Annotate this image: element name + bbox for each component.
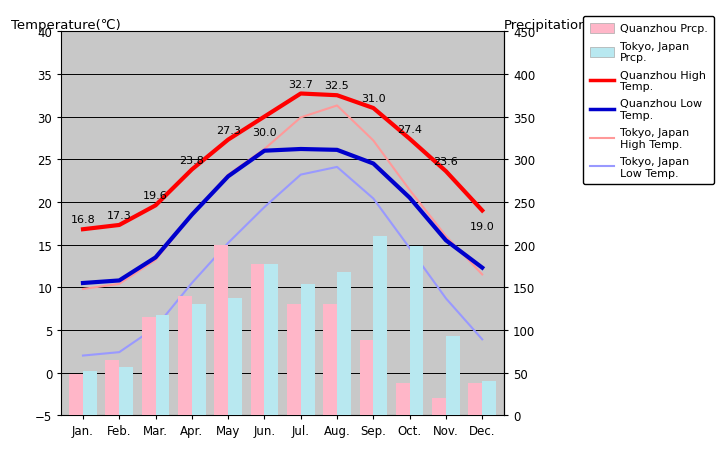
Text: 27.3: 27.3: [216, 125, 240, 135]
Bar: [359, 341, 374, 415]
Text: 23.8: 23.8: [179, 155, 204, 165]
Bar: [446, 336, 460, 415]
Text: 32.5: 32.5: [325, 81, 349, 91]
Bar: [287, 305, 301, 415]
Bar: [396, 383, 410, 415]
Bar: [264, 265, 278, 415]
Bar: [228, 298, 242, 415]
Text: 27.4: 27.4: [397, 124, 422, 134]
Bar: [142, 318, 156, 415]
Text: 19.6: 19.6: [143, 191, 168, 201]
Bar: [323, 305, 337, 415]
Bar: [410, 247, 423, 415]
Bar: [178, 296, 192, 415]
Bar: [337, 272, 351, 415]
Bar: [215, 245, 228, 415]
Legend: Quanzhou Prcp., Tokyo, Japan
Prcp., Quanzhou High
Temp., Quanzhou Low
Temp., Tok: Quanzhou Prcp., Tokyo, Japan Prcp., Quan…: [583, 17, 714, 185]
Bar: [120, 367, 133, 415]
Bar: [106, 360, 120, 415]
Bar: [69, 375, 83, 415]
Bar: [83, 371, 96, 415]
Bar: [192, 305, 206, 415]
Bar: [482, 381, 496, 415]
Bar: [301, 284, 315, 415]
Text: Precipitation(mm): Precipitation(mm): [504, 19, 624, 32]
Text: 23.6: 23.6: [433, 157, 459, 167]
Text: 17.3: 17.3: [107, 211, 132, 220]
Bar: [432, 398, 446, 415]
Bar: [469, 383, 482, 415]
Bar: [156, 315, 169, 415]
Text: 32.7: 32.7: [288, 79, 313, 90]
Text: Temperature(℃): Temperature(℃): [11, 19, 120, 32]
Text: 31.0: 31.0: [361, 94, 386, 104]
Text: 19.0: 19.0: [470, 221, 495, 231]
Bar: [374, 236, 387, 415]
Text: 30.0: 30.0: [252, 127, 276, 137]
Text: 16.8: 16.8: [71, 215, 95, 225]
Bar: [251, 265, 264, 415]
